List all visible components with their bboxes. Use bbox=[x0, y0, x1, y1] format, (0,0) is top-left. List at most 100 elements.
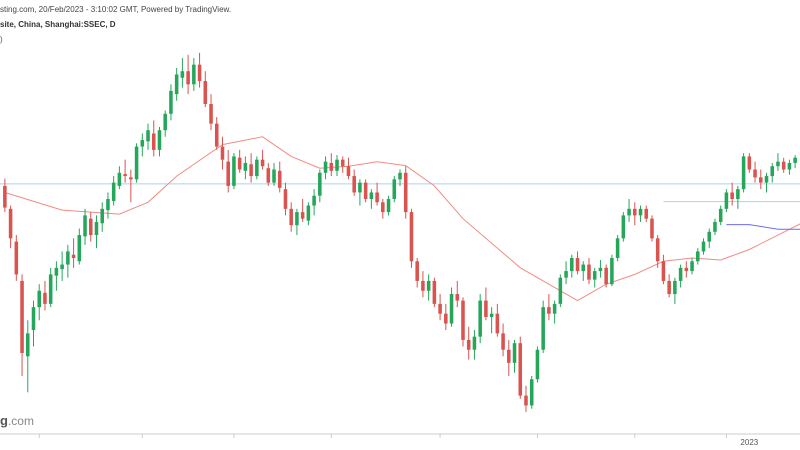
candle-body bbox=[592, 271, 597, 280]
candle-body bbox=[66, 251, 70, 265]
candle-body bbox=[249, 164, 253, 177]
candle-body bbox=[169, 90, 173, 114]
candle-body bbox=[3, 185, 7, 208]
candle-body bbox=[117, 172, 122, 186]
candle-body bbox=[484, 300, 488, 317]
candle-body bbox=[764, 176, 769, 183]
candle-body bbox=[518, 343, 523, 396]
candle-body bbox=[673, 280, 677, 295]
moving-average-blue bbox=[726, 224, 800, 230]
candle-body bbox=[123, 174, 127, 177]
candle-body bbox=[461, 300, 465, 340]
candle-body bbox=[186, 71, 190, 85]
candle-body bbox=[20, 280, 24, 354]
candle-body bbox=[398, 172, 402, 180]
candle-body bbox=[633, 208, 637, 216]
candle-body bbox=[375, 192, 379, 203]
candle-body bbox=[741, 156, 746, 190]
candle-body bbox=[352, 176, 356, 193]
candle-body bbox=[31, 307, 36, 331]
candle-body bbox=[581, 264, 586, 272]
candle-body bbox=[444, 313, 448, 324]
candle-body bbox=[151, 133, 156, 150]
candle-body bbox=[243, 162, 248, 171]
candle-body bbox=[8, 208, 13, 239]
candle-body bbox=[381, 202, 385, 213]
candle-body bbox=[438, 303, 442, 314]
candle-body bbox=[111, 182, 116, 201]
candle-body bbox=[472, 336, 477, 350]
candle-body bbox=[71, 254, 76, 258]
candle-body bbox=[415, 261, 419, 281]
candle-body bbox=[713, 221, 717, 232]
candle-body bbox=[340, 159, 345, 167]
candle-body bbox=[667, 280, 671, 295]
candle-body bbox=[730, 192, 734, 200]
indicator-caption: ) bbox=[0, 35, 3, 44]
candle-body bbox=[146, 130, 150, 142]
candle-body bbox=[209, 103, 213, 124]
candle-body bbox=[323, 161, 328, 173]
candle-body bbox=[770, 166, 775, 177]
candle-body bbox=[100, 208, 104, 224]
candle-body bbox=[260, 159, 265, 167]
candle-body bbox=[426, 280, 431, 291]
candle-body bbox=[237, 157, 242, 170]
candle-body bbox=[501, 333, 505, 350]
candle-body bbox=[432, 280, 437, 304]
candle-body bbox=[329, 162, 334, 171]
candle-body bbox=[94, 221, 99, 236]
candle-body bbox=[759, 177, 763, 183]
candle-body bbox=[358, 182, 362, 193]
candle-body bbox=[214, 123, 219, 147]
candle-body bbox=[776, 161, 780, 167]
candle-body bbox=[787, 162, 792, 170]
candle-body bbox=[650, 218, 654, 239]
candle-body bbox=[277, 170, 282, 188]
candle-body bbox=[524, 395, 528, 406]
candle-body bbox=[701, 241, 706, 252]
candle-body bbox=[306, 205, 311, 221]
candle-body bbox=[598, 267, 603, 272]
candle-body bbox=[54, 267, 59, 276]
candle-body bbox=[386, 199, 391, 213]
candle-body bbox=[747, 156, 752, 170]
watermark-tld: .com bbox=[7, 414, 34, 428]
candle-body bbox=[535, 349, 540, 380]
candle-body bbox=[793, 157, 797, 163]
candle-body bbox=[197, 64, 202, 82]
symbol-caption: site, China, Shanghai:SSEC, D bbox=[0, 20, 116, 29]
moving-average-red bbox=[4, 136, 800, 302]
source-caption: sting.com, 20/Feb/2023 - 3:10:02 GMT, Po… bbox=[0, 5, 232, 14]
candle-body bbox=[37, 290, 41, 308]
candle-body bbox=[88, 218, 93, 236]
candle-body bbox=[409, 212, 414, 262]
candle-body bbox=[129, 177, 133, 180]
candle-body bbox=[615, 238, 620, 258]
candle-body bbox=[77, 235, 82, 262]
candle-body bbox=[541, 307, 545, 350]
candle-body bbox=[346, 166, 351, 177]
candle-body bbox=[489, 313, 494, 317]
candle-body bbox=[707, 231, 712, 242]
candle-body bbox=[403, 172, 408, 213]
x-tick-label: 2023 bbox=[740, 438, 758, 447]
candle-body bbox=[661, 261, 666, 281]
candle-body bbox=[621, 215, 626, 239]
candle-body bbox=[558, 277, 563, 304]
candle-body bbox=[449, 294, 454, 324]
candle-body bbox=[335, 159, 339, 171]
candle-body bbox=[255, 159, 259, 177]
candle-body bbox=[43, 292, 47, 304]
candle-body bbox=[724, 192, 729, 209]
candle-body bbox=[180, 71, 185, 78]
candle-body bbox=[547, 307, 551, 314]
candle-body bbox=[318, 172, 322, 196]
candle-body bbox=[421, 280, 425, 291]
candle-body bbox=[25, 333, 30, 357]
candle-body bbox=[272, 169, 276, 183]
candle-body bbox=[570, 257, 574, 272]
candle-body bbox=[507, 349, 511, 363]
